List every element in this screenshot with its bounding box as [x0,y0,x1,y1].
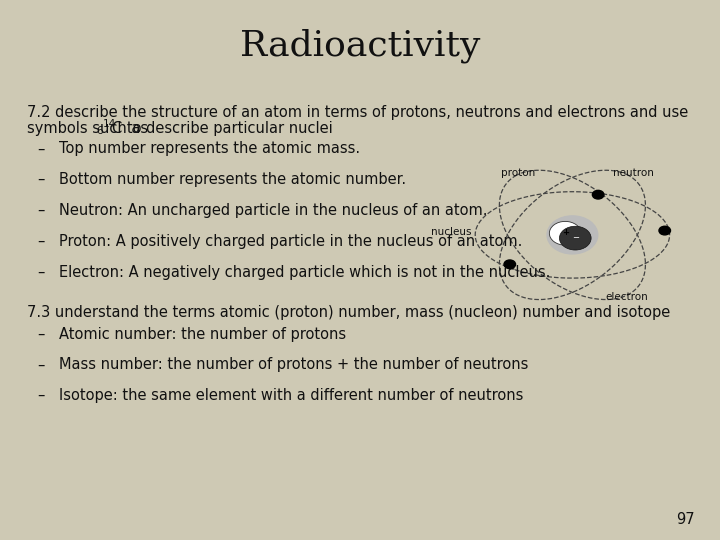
Text: Proton: A positively charged particle in the nucleus of an atom.: Proton: A positively charged particle in… [59,234,523,249]
Circle shape [559,226,591,250]
Text: Isotope: the same element with a different number of neutrons: Isotope: the same element with a differe… [59,388,523,403]
Text: –: – [37,327,45,342]
Text: –: – [37,265,45,280]
Text: 7.2 describe the structure of an atom in terms of protons, neutrons and electron: 7.2 describe the structure of an atom in… [27,105,688,120]
Text: electron: electron [605,292,648,302]
Text: Neutron: An uncharged particle in the nucleus of an atom.: Neutron: An uncharged particle in the nu… [59,203,487,218]
Circle shape [659,226,670,235]
Text: Mass number: the number of protons + the number of neutrons: Mass number: the number of protons + the… [59,357,528,373]
Text: Bottom number represents the atomic number.: Bottom number represents the atomic numb… [59,172,406,187]
Text: Top number represents the atomic mass.: Top number represents the atomic mass. [59,141,360,157]
Text: −: − [572,233,579,242]
Text: 97: 97 [676,512,695,527]
Circle shape [593,191,604,199]
Circle shape [504,260,516,268]
Text: 7.3 understand the terms atomic (proton) number, mass (nucleon) number and isoto: 7.3 understand the terms atomic (proton)… [27,305,670,320]
Text: –: – [37,388,45,403]
Text: –: – [37,234,45,249]
Circle shape [549,221,581,245]
Text: C to describe particular nuclei: C to describe particular nuclei [112,122,333,137]
Text: –: – [37,357,45,373]
Text: +: + [562,228,569,237]
Text: –: – [37,203,45,218]
Text: Atomic number: the number of protons: Atomic number: the number of protons [59,327,346,342]
Text: neutron: neutron [613,168,654,178]
Text: Radioactivity: Radioactivity [240,29,480,63]
Text: Electron: A negatively charged particle which is not in the nucleus.: Electron: A negatively charged particle … [59,265,550,280]
Text: symbols such as: symbols such as [27,122,153,137]
Text: –: – [37,141,45,157]
Text: nucleus: nucleus [431,227,472,237]
Text: 14: 14 [103,119,117,130]
Text: proton: proton [501,168,536,178]
Text: 6: 6 [96,126,102,136]
Circle shape [547,216,598,254]
Text: –: – [37,172,45,187]
